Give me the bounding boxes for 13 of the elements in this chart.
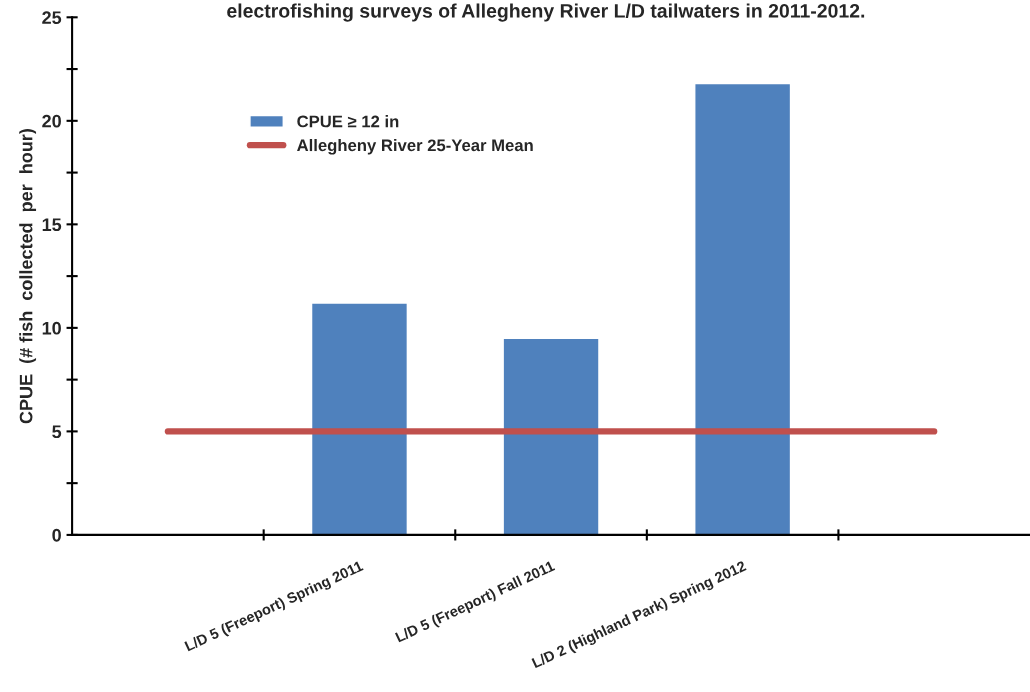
y-tick-label: 5 [52,425,62,439]
bar [502,337,600,535]
bar [310,302,409,535]
y-tick-label: 15 [42,218,62,232]
y-axis-title: CPUE (# fish collected per hour) [19,129,37,424]
y-tick-label: 0 [52,528,61,542]
y-tick-label: 25 [42,11,62,25]
chart-title: electrofishing surveys of Allegheny River L/D tailwaters in 2011-2012. [227,3,865,22]
legend-label: CPUE ≥ 12 in [297,115,399,128]
y-tick-label: 20 [42,114,61,128]
y-tick-label: 10 [42,321,61,335]
legend-label: Allegheny River 25-Year Mean [297,138,533,155]
bar [694,82,792,535]
